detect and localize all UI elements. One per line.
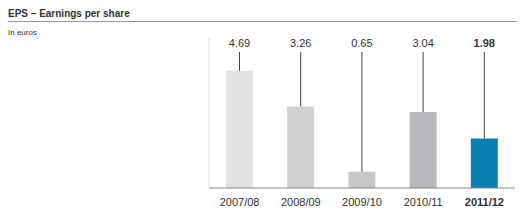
svg-text:2009/10: 2009/10 bbox=[342, 196, 382, 207]
svg-text:3.26: 3.26 bbox=[290, 37, 311, 49]
svg-text:2010/11: 2010/11 bbox=[404, 196, 443, 207]
html-text:EPS – Earnings per share: EPS – Earnings per share bbox=[8, 8, 130, 19]
svg-text:4.69: 4.69 bbox=[229, 37, 250, 49]
svg-text:3.04: 3.04 bbox=[412, 37, 433, 49]
svg-text:2011/12: 2011/12 bbox=[465, 196, 504, 207]
html-text:In euros: In euros bbox=[8, 28, 37, 37]
svg-text:2007/08: 2007/08 bbox=[220, 196, 260, 207]
svg-text:1.98: 1.98 bbox=[474, 37, 495, 49]
svg-text:0.65: 0.65 bbox=[351, 37, 372, 49]
svg-text:2008/09: 2008/09 bbox=[281, 196, 321, 207]
